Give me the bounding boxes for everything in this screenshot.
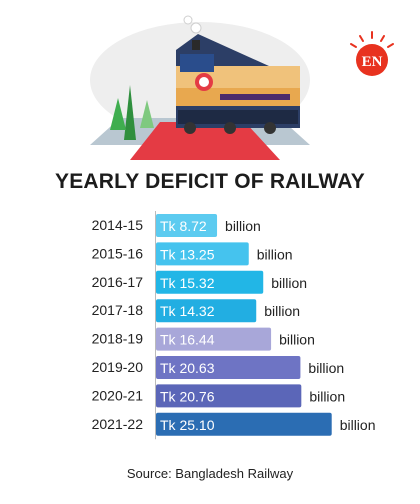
bar-2016-17 xyxy=(156,270,264,294)
unit-label-2019-20: billion xyxy=(308,360,344,376)
unit-label-2015-16: billion xyxy=(257,246,293,262)
tree-icon xyxy=(110,85,154,140)
bar-2020-21 xyxy=(156,384,302,408)
category-label-2018-19: 2018-19 xyxy=(92,331,144,347)
category-label-2021-22: 2021-22 xyxy=(92,416,144,432)
unit-label-2020-21: billion xyxy=(309,388,345,404)
value-label-2018-19: Tk 16.44 xyxy=(160,332,215,348)
unit-label-2016-17: billion xyxy=(271,275,307,291)
brand-logo-text: EN xyxy=(362,54,383,70)
value-label-2014-15: Tk 8.72 xyxy=(160,218,207,234)
value-label-2019-20: Tk 20.63 xyxy=(160,360,215,376)
bar-2017-18 xyxy=(156,299,257,323)
value-label-2017-18: Tk 14.32 xyxy=(160,303,215,319)
category-label-2015-16: 2015-16 xyxy=(92,245,144,261)
category-label-2014-15: 2014-15 xyxy=(92,217,144,233)
unit-label-2018-19: billion xyxy=(279,332,315,348)
unit-label-2014-15: billion xyxy=(225,218,261,234)
value-label-2016-17: Tk 15.32 xyxy=(160,275,215,291)
unit-label-2021-22: billion xyxy=(340,417,376,433)
source-note: Source: Bangladesh Railway xyxy=(126,466,294,481)
value-label-2015-16: Tk 13.25 xyxy=(160,246,215,262)
bar-2014-15 xyxy=(156,214,218,237)
unit-label-2017-18: billion xyxy=(264,303,300,319)
bar-2019-20 xyxy=(156,356,301,379)
category-label-2016-17: 2016-17 xyxy=(92,274,144,290)
category-label-2020-21: 2020-21 xyxy=(92,387,144,403)
brand-logo: EN xyxy=(350,31,394,76)
chart-title: YEARLY DEFICIT OF RAILWAY xyxy=(55,170,365,193)
category-label-2017-18: 2017-18 xyxy=(92,302,144,318)
locomotive-icon xyxy=(176,34,300,134)
bar-2015-16 xyxy=(156,242,249,266)
bar-2021-22 xyxy=(156,412,332,436)
category-label-2019-20: 2019-20 xyxy=(92,359,144,375)
value-label-2021-22: Tk 25.10 xyxy=(160,417,215,433)
value-label-2020-21: Tk 20.76 xyxy=(160,388,215,404)
train-illustration xyxy=(90,15,310,160)
bar-2018-19 xyxy=(156,327,272,351)
